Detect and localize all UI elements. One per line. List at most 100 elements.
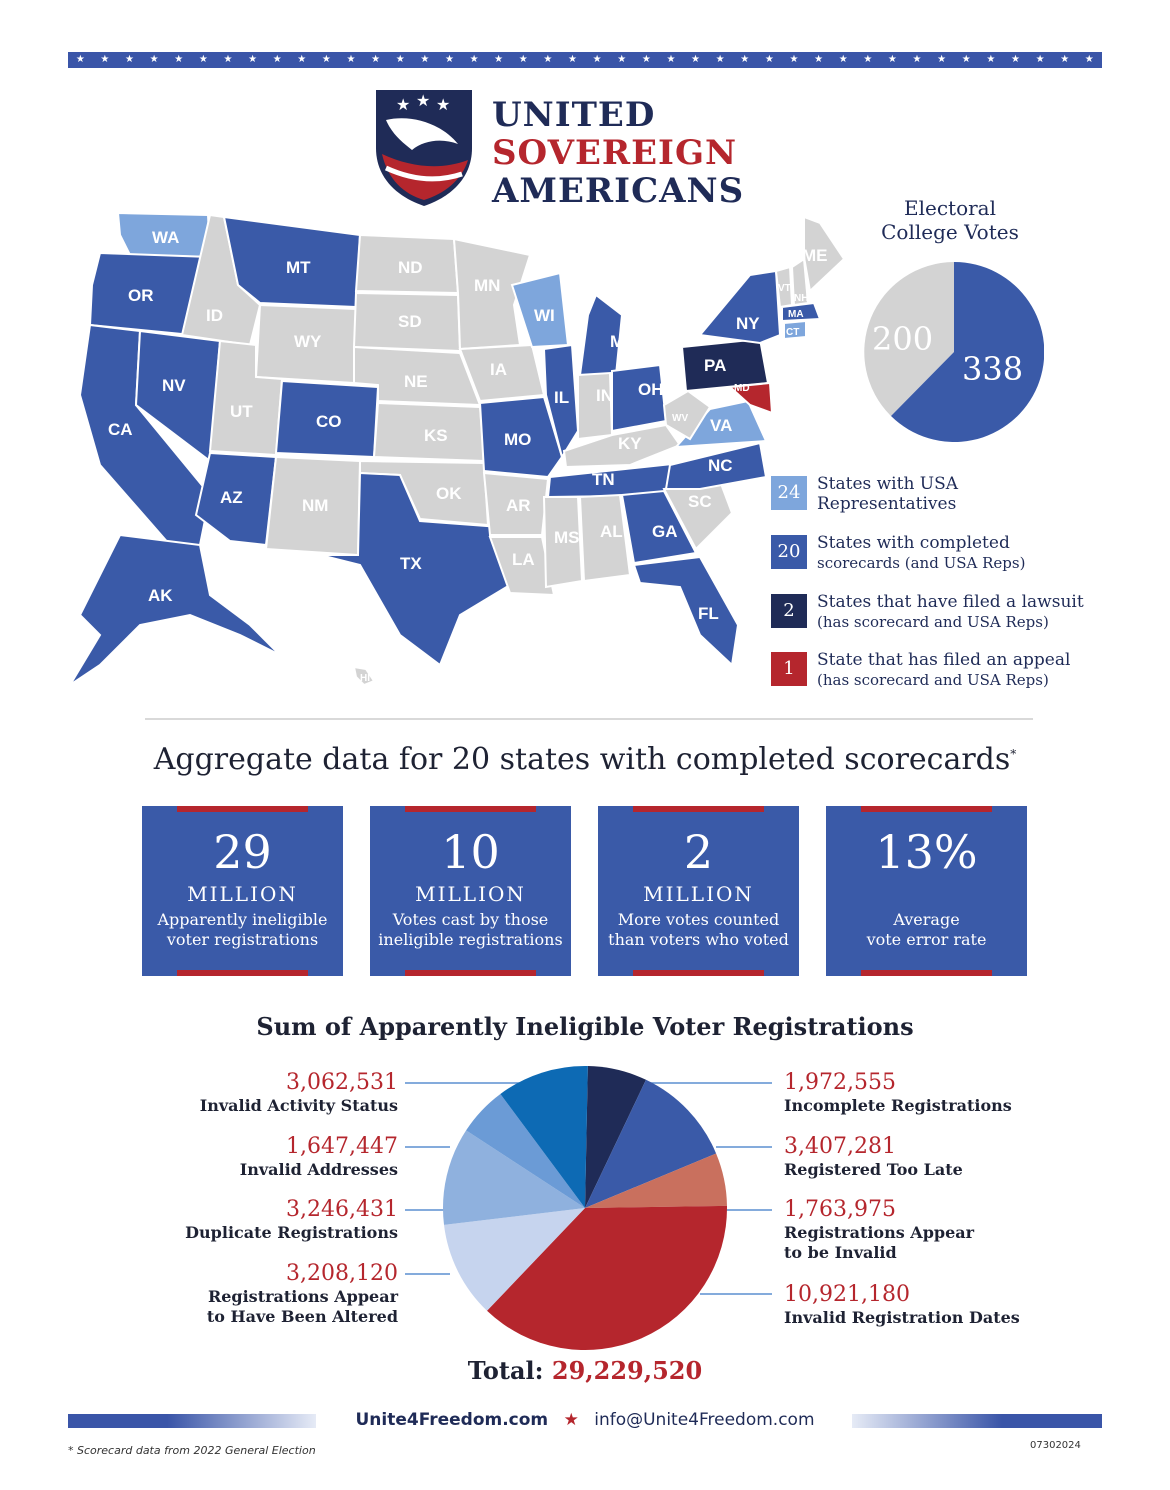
label-WY: WY [294,332,322,351]
label-IN: IN [596,386,613,405]
footer-bar-right [852,1414,1102,1428]
svg-text:★: ★ [416,91,430,110]
label-IA: IA [490,360,507,379]
brand-line-3: AMERICANS [492,171,745,211]
footnote: * Scorecard data from 2022 General Elect… [68,1444,316,1457]
website-link[interactable]: Unite4Freedom.com [355,1410,549,1430]
top-star-banner: ★ ★ ★ ★ ★ ★ ★ ★ ★ ★ ★ ★ ★ ★ ★ ★ ★ ★ ★ ★ ★ ★ ★ ★ ★ ★ ★ ★ ★ ★ ★ ★ ★ ★ ★ ★ ★ ★ ★ ★… [68,52,1102,68]
label-ND: ND [398,258,423,277]
legend-line-1: States with USA [817,474,959,494]
legend-swatch: 20 [771,535,807,569]
electoral-pie: 200 338 [864,262,1044,442]
breakdown-value: 10,921,180 [784,1282,910,1307]
breakdown-value: 1,763,975 [784,1197,896,1222]
breakdown-pie-chart [405,1066,772,1350]
legend-item: 1 State that has filed an appeal (has sc… [771,650,1111,692]
legend-item: 2 States that have filed a lawsuit (has … [771,592,1111,634]
aggregate-title-footnote-mark: * [1010,747,1017,761]
breakdown-value: 3,208,120 [286,1261,398,1286]
label-LA: LA [512,550,535,569]
state-AK [69,533,281,686]
breakdown-value: 1,647,447 [286,1134,398,1159]
svg-text:★: ★ [436,95,450,114]
pie-slice-incomplete-registrations [585,1066,646,1208]
stat-desc-line-1: Average [893,910,960,929]
label-GA: GA [652,522,678,541]
breakdown-title: Sum of Apparently Ineligible Voter Regis… [256,1012,914,1041]
total-label: Total: [467,1356,544,1385]
label-WA: WA [152,228,179,247]
breakdown-item-left: 3,246,431 Duplicate Registrations [98,1197,398,1243]
state-ME [803,215,846,293]
stat-description: Votes cast by those ineligible registrat… [374,910,567,950]
legend-swatch: 1 [771,652,807,686]
state-AZ [194,451,278,547]
stat-box: 10 MILLION Votes cast by those ineligibl… [370,806,571,976]
label-NV: NV [162,376,186,395]
stat-unit: MILLION [415,882,526,906]
section-divider [145,718,1033,720]
electoral-title-line-1: Electoral [904,196,996,220]
label-CT: CT [786,327,799,338]
total-value: 29,229,520 [551,1356,703,1385]
label-IL: IL [554,388,569,407]
state-MS [542,496,584,589]
stat-desc-line-1: Apparently ineligible [157,910,328,929]
stat-box: 2 MILLION More votes counted than voters… [598,806,799,976]
state-MT [222,215,362,309]
breakdown-label: Duplicate Registrations [185,1223,398,1242]
legend-item: 20 States with completed scorecards (and… [771,533,1111,575]
electoral-title: Electoral College Votes [860,196,1040,244]
label-OK: OK [436,484,462,503]
state-IL [542,343,580,460]
electoral-blue-value: 338 [962,350,1023,388]
star-icon: ★ [563,1410,579,1430]
stat-number: 13% [875,825,978,879]
electoral-title-line-2: College Votes [881,220,1019,244]
state-FL [632,555,740,668]
label-PA: PA [704,356,726,375]
state-UT [208,339,284,457]
pie-slice-invalid-activity-status [500,1066,588,1208]
label-WV: WV [672,413,688,424]
label-MT: MT [286,258,311,277]
label-AZ: AZ [220,488,243,507]
state-WV [662,389,712,441]
pie-slice-registrations-appear-to-have-been-altered [444,1208,585,1311]
label-ID: ID [206,306,223,325]
state-MD [727,381,774,415]
label-KY: KY [618,434,642,453]
email-link[interactable]: info@Unite4Freedom.com [594,1410,815,1430]
state-IN [577,371,614,441]
stat-desc-line-2: than voters who voted [608,930,789,949]
label-MA: MA [788,309,804,320]
breakdown-item-right: 1,972,555 Incomplete Registrations [784,1070,1084,1116]
legend-line-1: States with completed [817,533,1010,553]
state-TX [319,471,512,667]
state-IA [458,343,546,403]
label-OH: OH [638,380,664,399]
aggregate-title-text: Aggregate data for 20 states with comple… [153,742,1011,777]
breakdown-item-right: 1,763,975 Registrations Appear to be Inv… [784,1197,1084,1263]
breakdown-value: 3,246,431 [286,1197,398,1222]
pie-slice-invalid-registration-dates [487,1205,727,1350]
stat-box: 13% Average vote error rate [826,806,1027,976]
label-AR: AR [506,496,531,515]
label-TX: TX [400,554,422,573]
eagle-shield-logo: ★ ★ ★ [376,90,472,206]
stat-number: 2 [683,825,714,879]
label-AK: AK [148,586,173,605]
breakdown-label: Registrations Appear [207,1287,398,1306]
label-ME: ME [802,246,828,265]
svg-text:★: ★ [396,95,410,114]
footer-contact: Unite4Freedom.com ★ info@Unite4Freedom.c… [0,1410,1170,1430]
stat-number: 10 [441,825,500,879]
us-states-map: WA OR CA ID NV MT WY UT AZ CO NM ND SD N… [69,211,846,687]
state-AL [578,493,632,583]
label-UT: UT [230,402,253,421]
label-SC: SC [688,492,712,511]
breakdown-item-left: 3,208,120 Registrations Appear to Have B… [98,1261,398,1327]
breakdown-value: 1,972,555 [784,1070,896,1095]
label-VA: VA [710,416,732,435]
label-MO: MO [504,430,531,449]
